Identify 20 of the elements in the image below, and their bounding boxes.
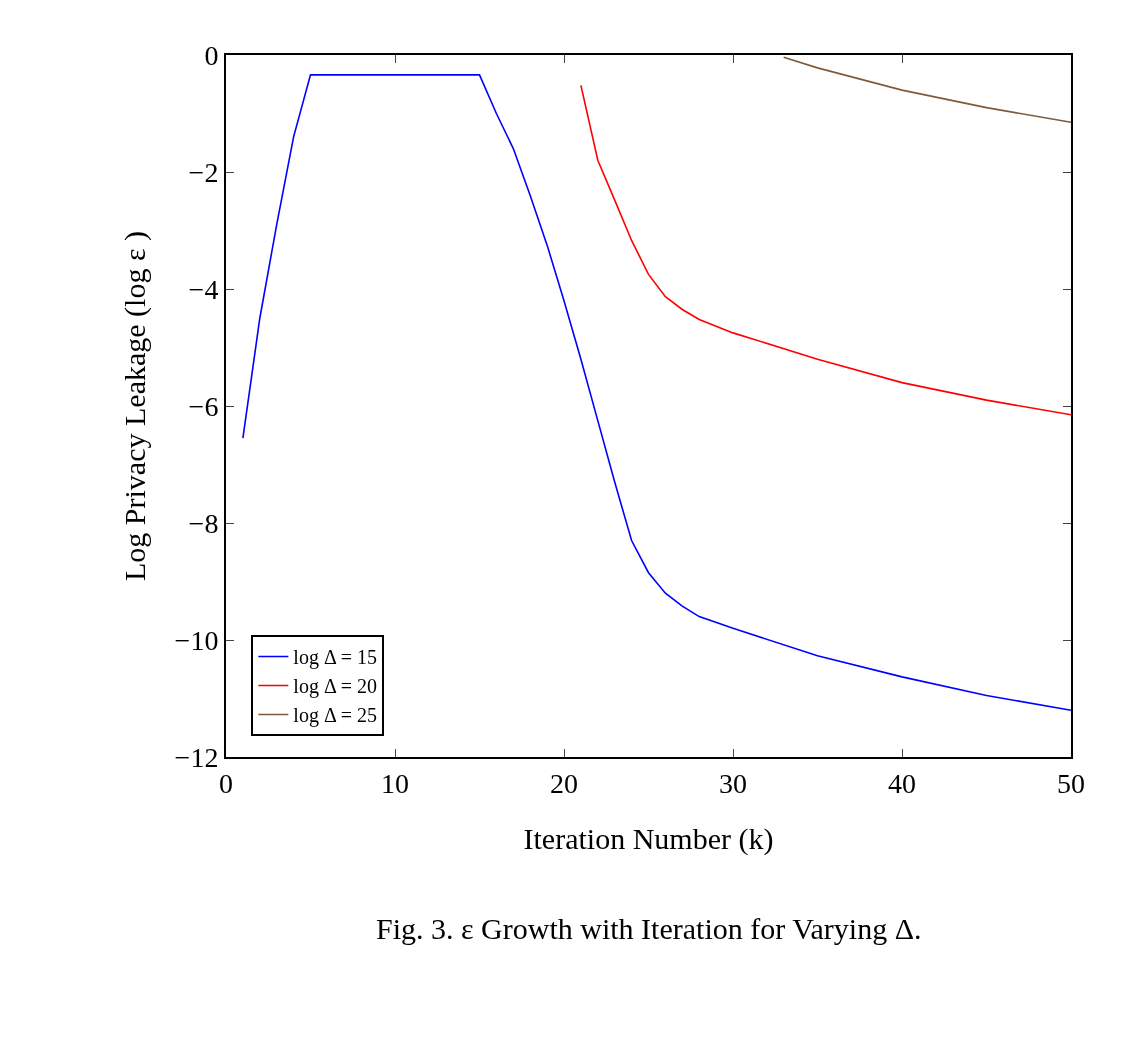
- line-series: [580, 84, 1071, 416]
- legend-label: log Δ = 15: [293, 646, 377, 670]
- x-tick-label: 30: [719, 767, 747, 799]
- line-series: [782, 56, 1071, 124]
- y-tick-label: −10: [174, 624, 219, 656]
- x-axis-title: Iteration Number (k): [523, 821, 774, 856]
- y-axis-title: Log Privacy Leakage (log ε ): [118, 231, 153, 581]
- x-tick-label: 10: [381, 767, 409, 799]
- legend-label: log Δ = 25: [293, 704, 377, 728]
- y-tick-label: −8: [188, 507, 219, 539]
- caption: Fig. 3. ε Growth with Iteration for Varying Δ.: [376, 912, 922, 945]
- y-tick-label: −12: [174, 741, 219, 773]
- legend-label: log Δ = 20: [293, 675, 377, 699]
- x-tick-label: 40: [888, 767, 916, 799]
- x-tick-label: 50: [1057, 767, 1085, 799]
- x-tick-label: 20: [550, 767, 578, 799]
- y-tick-label: −4: [188, 273, 219, 305]
- y-tick-label: −2: [188, 156, 219, 188]
- y-tick-label: 0: [204, 39, 219, 71]
- y-tick-label: −6: [188, 390, 219, 422]
